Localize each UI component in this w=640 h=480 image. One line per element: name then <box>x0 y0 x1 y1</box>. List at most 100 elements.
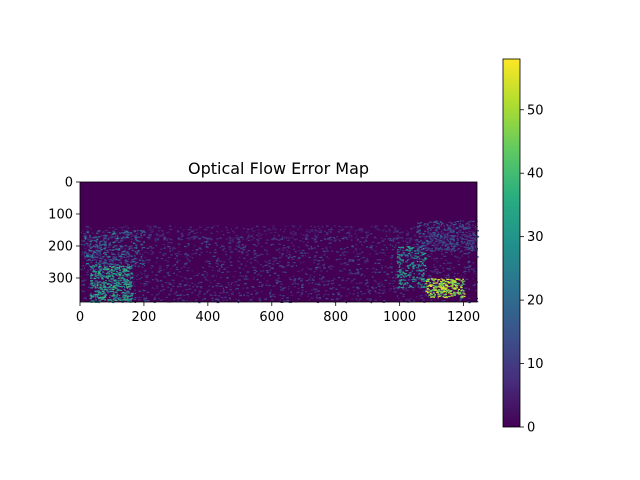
error-speck <box>312 279 315 281</box>
error-speck <box>474 236 478 239</box>
error-speck <box>153 225 157 227</box>
error-speck <box>420 250 424 252</box>
error-speck <box>288 251 290 253</box>
error-speck <box>108 258 111 261</box>
error-speck <box>428 235 432 238</box>
error-speck <box>125 299 128 301</box>
error-speck <box>174 247 176 249</box>
error-speck <box>98 242 101 244</box>
error-speck <box>405 299 407 301</box>
error-speck <box>402 246 404 248</box>
error-speck <box>473 233 476 235</box>
error-speck <box>98 263 101 265</box>
error-speck <box>147 261 150 264</box>
error-speck <box>96 283 99 285</box>
error-speck <box>190 226 192 229</box>
error-speck <box>167 260 169 263</box>
error-speck <box>235 234 238 237</box>
error-speck <box>339 270 342 272</box>
error-speck <box>374 262 377 264</box>
error-speck <box>442 238 445 240</box>
error-speck <box>127 290 129 293</box>
error-speck <box>412 276 415 278</box>
error-speck <box>230 283 232 285</box>
error-speck <box>421 242 425 244</box>
error-speck <box>447 240 449 242</box>
error-speck <box>239 272 242 274</box>
error-speck <box>256 279 259 281</box>
error-speck <box>268 292 272 294</box>
error-speck <box>270 243 274 246</box>
error-speck <box>354 232 357 235</box>
error-speck <box>379 296 381 298</box>
error-speck <box>469 233 471 235</box>
error-speck <box>414 235 417 237</box>
error-speck <box>121 245 125 247</box>
error-speck <box>128 295 132 297</box>
error-speck <box>177 237 180 239</box>
error-speck <box>401 267 404 270</box>
error-speck <box>215 265 219 267</box>
error-speck <box>87 269 90 271</box>
error-speck <box>340 263 343 265</box>
error-speck <box>448 289 450 291</box>
error-speck <box>428 234 432 236</box>
error-speck <box>351 226 354 228</box>
error-speck <box>413 234 416 236</box>
error-speck <box>316 231 319 233</box>
error-speck <box>85 236 87 238</box>
error-speck <box>364 284 367 286</box>
error-speck <box>111 282 114 284</box>
error-speck <box>174 264 177 266</box>
x-tick-label: 0 <box>76 310 84 325</box>
colorbar-frame <box>502 58 521 428</box>
colorbar-tick-label: 40 <box>527 167 544 182</box>
error-speck <box>140 272 143 274</box>
error-speck <box>449 249 452 252</box>
error-speck <box>411 279 415 281</box>
error-speck <box>265 283 268 285</box>
error-speck <box>294 233 298 236</box>
error-speck <box>417 226 420 229</box>
error-speck <box>404 282 406 284</box>
error-speck <box>140 283 142 285</box>
error-speck <box>358 253 361 255</box>
error-speck <box>272 294 275 296</box>
error-speck <box>224 296 227 298</box>
error-speck <box>324 238 327 240</box>
error-speck <box>95 275 97 277</box>
error-speck <box>198 272 200 274</box>
error-speck <box>434 259 436 261</box>
error-speck <box>440 283 443 285</box>
error-speck <box>441 300 444 302</box>
error-speck <box>135 244 138 246</box>
error-speck <box>338 258 342 260</box>
error-speck <box>443 294 446 296</box>
error-speck <box>238 291 240 294</box>
error-speck <box>427 242 431 244</box>
error-speck <box>446 238 449 240</box>
error-speck <box>395 269 398 271</box>
error-speck <box>438 286 440 288</box>
error-speck <box>205 244 208 246</box>
error-speck <box>307 238 310 240</box>
error-speck <box>127 250 129 253</box>
error-speck <box>453 245 456 247</box>
error-speck <box>414 255 417 257</box>
error-speck <box>96 277 99 279</box>
error-speck <box>360 282 363 284</box>
error-speck <box>223 291 225 293</box>
error-speck <box>462 290 465 292</box>
error-speck <box>412 267 415 270</box>
error-speck <box>447 277 449 279</box>
error-speck <box>303 252 305 255</box>
error-speck <box>398 229 400 231</box>
error-speck <box>84 255 87 258</box>
error-speck <box>450 245 454 247</box>
error-speck <box>305 235 308 237</box>
error-speck <box>457 272 459 275</box>
error-speck <box>395 231 399 233</box>
error-speck <box>127 263 129 265</box>
error-speck <box>222 287 224 289</box>
error-speck <box>437 278 439 281</box>
